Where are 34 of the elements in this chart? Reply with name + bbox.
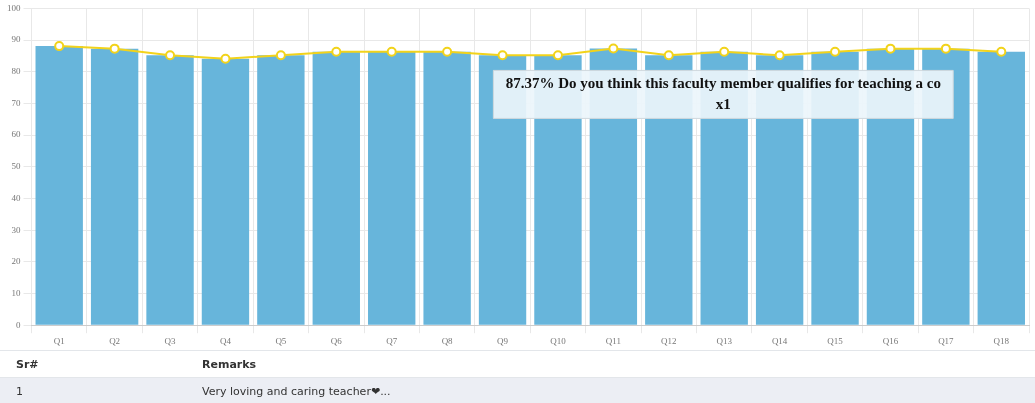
y-tick-label: 100 (7, 2, 21, 13)
y-tick-label: 50 (11, 161, 21, 172)
y-tick-label: 30 (11, 224, 21, 235)
text: Very loving and caring teacher❤... (186, 377, 1035, 403)
x-tick-label: Q15 (827, 335, 844, 346)
x-tick-label: Q5 (275, 335, 287, 346)
y-tick-label: 0 (16, 319, 21, 330)
y-tick-label: 60 (11, 129, 21, 140)
x-tick-label: Q1 (53, 335, 65, 346)
x-tick-label: Q11 (605, 335, 621, 346)
x-tick-label: Q13 (716, 335, 733, 346)
y-tick-label: 40 (11, 192, 21, 203)
y-tick-label: 70 (11, 97, 21, 108)
x-tick-label: Q8 (441, 335, 454, 346)
x-tick-label: Q9 (497, 335, 509, 346)
x-tick-label: Q12 (661, 335, 677, 346)
y-tick-label: 90 (11, 34, 21, 45)
annotation: 87.37% Do you think this faculty member qualifies for teaching a co x1 (505, 75, 941, 113)
x-tick-label: Q10 (550, 335, 567, 346)
x-tick-label: Q18 (993, 335, 1010, 346)
y-tick-label: 10 (11, 287, 21, 298)
x-tick-label: Q6 (330, 335, 343, 346)
text: Remarks (186, 350, 1035, 378)
x-tick-label: Q3 (164, 335, 177, 346)
y-tick-label: 80 (11, 66, 21, 77)
x-tick-label: Q4 (219, 335, 232, 346)
x-tick-label: Q17 (938, 335, 955, 346)
x-tick-label: Q16 (882, 335, 899, 346)
x-tick-label: Q7 (386, 335, 398, 346)
text: Sr# (0, 350, 186, 378)
y-tick-label: 20 (11, 256, 21, 267)
x-tick-label: Q2 (109, 335, 121, 346)
text: 1 (0, 377, 186, 403)
x-tick-label: Q14 (771, 335, 788, 346)
